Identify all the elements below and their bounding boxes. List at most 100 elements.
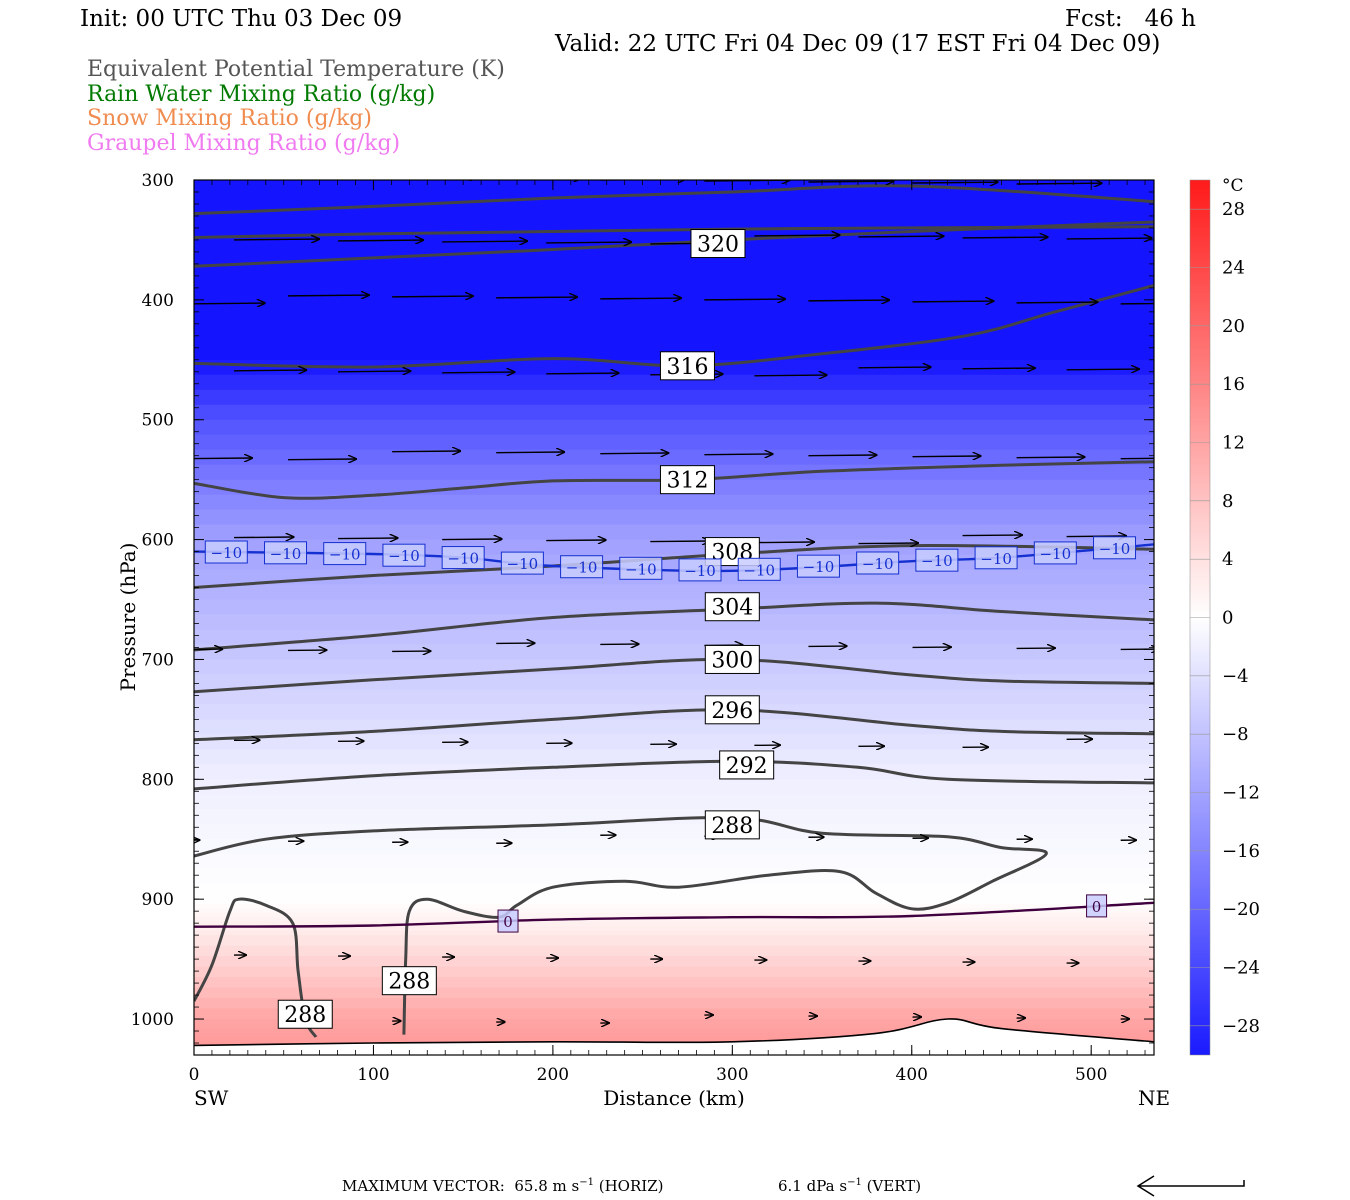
colorbar-unit: °C xyxy=(1222,176,1244,196)
wind-vector xyxy=(496,297,577,298)
colorbar-tick-label: −4 xyxy=(1222,666,1249,687)
wind-vector xyxy=(704,454,772,455)
temperature-band xyxy=(194,749,1154,765)
temperature-band xyxy=(194,554,1154,571)
isotherm-label-box xyxy=(382,543,426,567)
isotherm-label: −10 xyxy=(210,544,242,562)
vector-scale-horiz: MAXIMUM VECTOR: 65.8 m s xyxy=(342,1177,580,1195)
temperature-band xyxy=(194,194,1154,211)
isotherm-label: −10 xyxy=(329,546,361,564)
colorbar-tick-label: 12 xyxy=(1222,433,1245,454)
isotherm-label-box xyxy=(441,546,485,570)
isotherm-line xyxy=(194,901,1154,928)
temperature-band xyxy=(194,966,1154,978)
temperature-band xyxy=(194,779,1154,795)
colorbar-tick-label: 4 xyxy=(1222,549,1233,570)
temperature-band xyxy=(194,987,1154,999)
theta-e-label-box xyxy=(659,351,715,381)
temperature-band xyxy=(194,374,1154,391)
wind-vector xyxy=(704,299,785,300)
temperature-band xyxy=(194,614,1154,631)
temperature-band xyxy=(194,903,1154,909)
wind-vector xyxy=(392,177,477,178)
isotherm-label: −10 xyxy=(270,545,302,563)
isotherm-label: −10 xyxy=(803,558,835,576)
wind-vector xyxy=(194,458,252,459)
temperature-band xyxy=(194,434,1154,451)
colorbar-ticks: 28 24 20 16 12 8 4 0 −4 −8 −12 −16 −20 −24 −28 xyxy=(1190,199,1260,1037)
theta-e-label: 304 xyxy=(711,596,753,621)
temperature-band xyxy=(194,509,1154,526)
temperature-band xyxy=(194,998,1154,1010)
wind-vector xyxy=(858,236,943,237)
temperature-band xyxy=(194,254,1154,271)
legend-item-snow: Snow Mixing Ratio (g/kg) xyxy=(87,106,372,131)
isotherm-label: −10 xyxy=(507,555,539,573)
isotherm-label-box xyxy=(915,548,959,572)
temperature-band xyxy=(194,644,1154,661)
isotherm-label: −10 xyxy=(566,559,598,577)
wind-vector xyxy=(858,543,918,544)
wind-vector xyxy=(808,181,893,182)
wind-vector xyxy=(858,367,930,368)
theta-e-label: 300 xyxy=(711,648,753,673)
isotherm-label: −10 xyxy=(862,555,894,573)
temperature-band xyxy=(194,314,1154,331)
isotherm-label-box xyxy=(1033,541,1077,565)
isotherm-label: −10 xyxy=(625,560,657,578)
wind-vector xyxy=(1121,175,1206,176)
colorbar-tick-label: 24 xyxy=(1222,258,1245,279)
temperature-band xyxy=(194,404,1154,421)
theta-e-contours xyxy=(194,184,1154,1055)
isotherm-label: −10 xyxy=(388,547,420,565)
isotherm-label-box xyxy=(737,557,781,581)
wind-vector xyxy=(546,373,618,374)
temperature-band xyxy=(194,1019,1154,1025)
wind-vector xyxy=(962,535,1023,536)
wind-vector xyxy=(392,296,473,297)
isotherm-label-box xyxy=(796,554,840,578)
isotherm-label: −10 xyxy=(921,552,953,570)
colorbar-tick-label: −16 xyxy=(1222,841,1260,862)
temperature-band xyxy=(194,930,1154,936)
wind-vectors xyxy=(184,175,1206,1023)
theta-e-label: 296 xyxy=(711,699,753,724)
colorbar-tick-label: −8 xyxy=(1222,724,1249,745)
theta-e-label-box xyxy=(659,465,715,495)
isotherm-label-box xyxy=(974,546,1018,570)
x-tick-label: 300 xyxy=(716,1065,748,1085)
temperature-band xyxy=(194,977,1154,989)
y-tick-label: 800 xyxy=(142,770,174,790)
temperature-band xyxy=(194,935,1154,947)
theta-e-label: 288 xyxy=(388,970,430,995)
wind-vector xyxy=(442,372,514,373)
y-tick-label: 600 xyxy=(142,531,174,551)
isotherm-label-box xyxy=(560,555,604,579)
temperature-band xyxy=(194,921,1154,927)
temperature-band xyxy=(194,674,1154,691)
x-tick-label: 200 xyxy=(537,1065,569,1085)
temperature-band xyxy=(194,734,1154,750)
theta-e-label-box xyxy=(704,810,760,840)
wind-vector xyxy=(1016,183,1102,184)
temperature-band xyxy=(194,945,1154,957)
reference-vector-icon xyxy=(1136,1175,1245,1197)
wind-vector xyxy=(288,176,373,177)
wind-vector xyxy=(194,303,265,304)
wind-vector xyxy=(184,175,269,176)
temperature-band xyxy=(194,1037,1154,1043)
temperature-band xyxy=(194,389,1154,406)
wind-vector xyxy=(1066,238,1152,239)
valid-time: Valid: 22 UTC Fri 04 Dec 09 (17 EST Fri … xyxy=(555,31,1161,57)
wind-vector xyxy=(233,370,306,371)
colorbar-tick-label: −24 xyxy=(1222,958,1260,979)
isotherm-label: −10 xyxy=(447,550,479,568)
isotherm-label-box xyxy=(500,551,544,575)
y-tick-label: 1000 xyxy=(131,1010,174,1030)
temperature-band xyxy=(194,419,1154,436)
x-axis-label: Distance (km) xyxy=(603,1086,745,1110)
init-time: Init: 00 UTC Thu 03 Dec 09 xyxy=(80,6,403,32)
isotherm-label-box xyxy=(1093,536,1137,560)
